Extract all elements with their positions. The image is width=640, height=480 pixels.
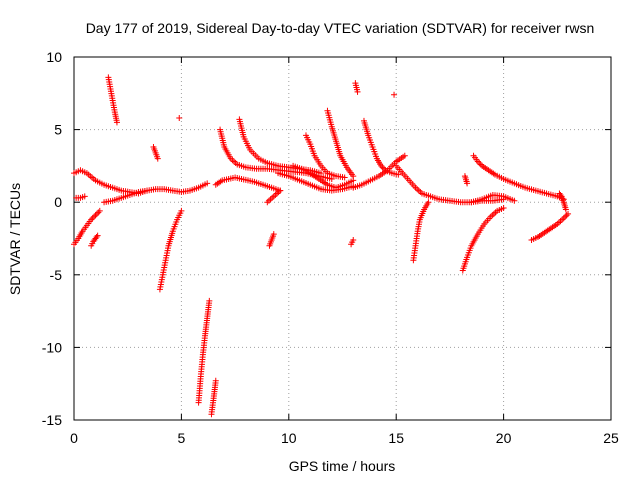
- data-point: [94, 232, 101, 239]
- series-arc-11: [208, 377, 219, 418]
- data-point: [318, 170, 325, 177]
- series-arc-18: [302, 132, 348, 181]
- series-arc-7: [150, 144, 161, 162]
- series-arc-30: [470, 152, 567, 203]
- data-point: [93, 234, 100, 241]
- data-point: [92, 212, 99, 219]
- data-point: [270, 231, 277, 238]
- data-point: [511, 197, 518, 204]
- data-point: [401, 152, 408, 159]
- data-point: [350, 236, 357, 243]
- data-point: [95, 209, 102, 216]
- data-point: [425, 199, 432, 206]
- data-point: [391, 91, 398, 98]
- x-tick-label: 5: [178, 430, 186, 446]
- series-arc-8: [156, 207, 185, 293]
- grid-lines: [74, 57, 611, 420]
- series-arc-6: [101, 180, 211, 206]
- data-point: [500, 205, 507, 212]
- data-point: [476, 159, 483, 166]
- data-point: [556, 190, 563, 197]
- axis-ticks: [73, 56, 612, 421]
- x-tick-label: 0: [70, 430, 78, 446]
- data-point: [565, 210, 572, 217]
- series-arc-10: [195, 297, 213, 406]
- data-point: [206, 297, 213, 304]
- y-tick-label: -10: [42, 339, 62, 355]
- series-arc-23: [360, 117, 402, 178]
- data-point: [379, 164, 386, 171]
- data-point: [378, 162, 385, 169]
- series-arc-5: [105, 74, 120, 126]
- series-arc-16: [264, 187, 284, 206]
- series-arc-24: [350, 152, 408, 191]
- y-tick-label: 0: [54, 194, 62, 210]
- data-point: [96, 207, 103, 214]
- y-tick-label: -15: [42, 412, 62, 428]
- series-arc-3: [73, 193, 88, 201]
- series-arc-14: [236, 116, 325, 177]
- series-arc-1: [71, 207, 103, 248]
- series-arc-32: [528, 210, 572, 243]
- y-tick-labels: -15 -10 -5 0 5 10: [42, 49, 62, 428]
- data-point: [89, 215, 96, 222]
- data-point: [212, 377, 219, 384]
- data-point: [81, 193, 88, 200]
- series-arc-9: [176, 114, 183, 121]
- x-tick-label: 20: [496, 430, 512, 446]
- series-arc-4: [88, 232, 101, 249]
- data-point: [395, 171, 402, 178]
- data-point: [563, 212, 570, 219]
- x-tick-label: 25: [603, 430, 619, 446]
- y-tick-label: 5: [54, 122, 62, 138]
- series-arc-27: [410, 199, 432, 264]
- series-arc-15: [266, 231, 277, 249]
- series-arc-22: [352, 80, 361, 95]
- x-axis-label: GPS time / hours: [289, 458, 396, 474]
- series-arc-19: [324, 107, 357, 180]
- data-point: [88, 216, 95, 223]
- series-arc-28: [461, 173, 471, 187]
- y-tick-label: -5: [50, 267, 63, 283]
- series-arc-31: [468, 191, 518, 206]
- x-tick-label: 15: [388, 430, 404, 446]
- data-point: [154, 155, 161, 162]
- data-point: [204, 180, 211, 187]
- data-point: [557, 191, 564, 198]
- data-point: [176, 114, 183, 121]
- plot-frame: [73, 56, 612, 421]
- data-point: [474, 158, 481, 165]
- chart-title: Day 177 of 2019, Sidereal Day-to-day VTE…: [86, 20, 595, 36]
- data-point: [560, 215, 567, 222]
- data-point: [277, 187, 284, 194]
- data-point: [464, 180, 471, 187]
- data-point: [91, 213, 98, 220]
- series-arc-33: [556, 190, 569, 213]
- data-point: [341, 174, 348, 181]
- data-point: [93, 210, 100, 217]
- data-points: [71, 74, 572, 418]
- series-arc-25: [391, 91, 398, 98]
- data-point: [350, 173, 357, 180]
- series-arc-21: [348, 236, 357, 248]
- y-tick-label: 10: [46, 49, 62, 65]
- data-point: [178, 207, 185, 214]
- x-tick-label: 10: [281, 430, 297, 446]
- data-point: [562, 213, 569, 220]
- data-point: [354, 88, 361, 95]
- data-point: [113, 119, 120, 126]
- series-arc-12: [212, 174, 284, 194]
- y-axis-label: SDTVAR / TECUs: [7, 183, 23, 295]
- x-tick-labels: 0 5 10 15 20 25: [70, 430, 619, 446]
- data-point: [477, 161, 484, 168]
- series-arc-29: [459, 205, 507, 274]
